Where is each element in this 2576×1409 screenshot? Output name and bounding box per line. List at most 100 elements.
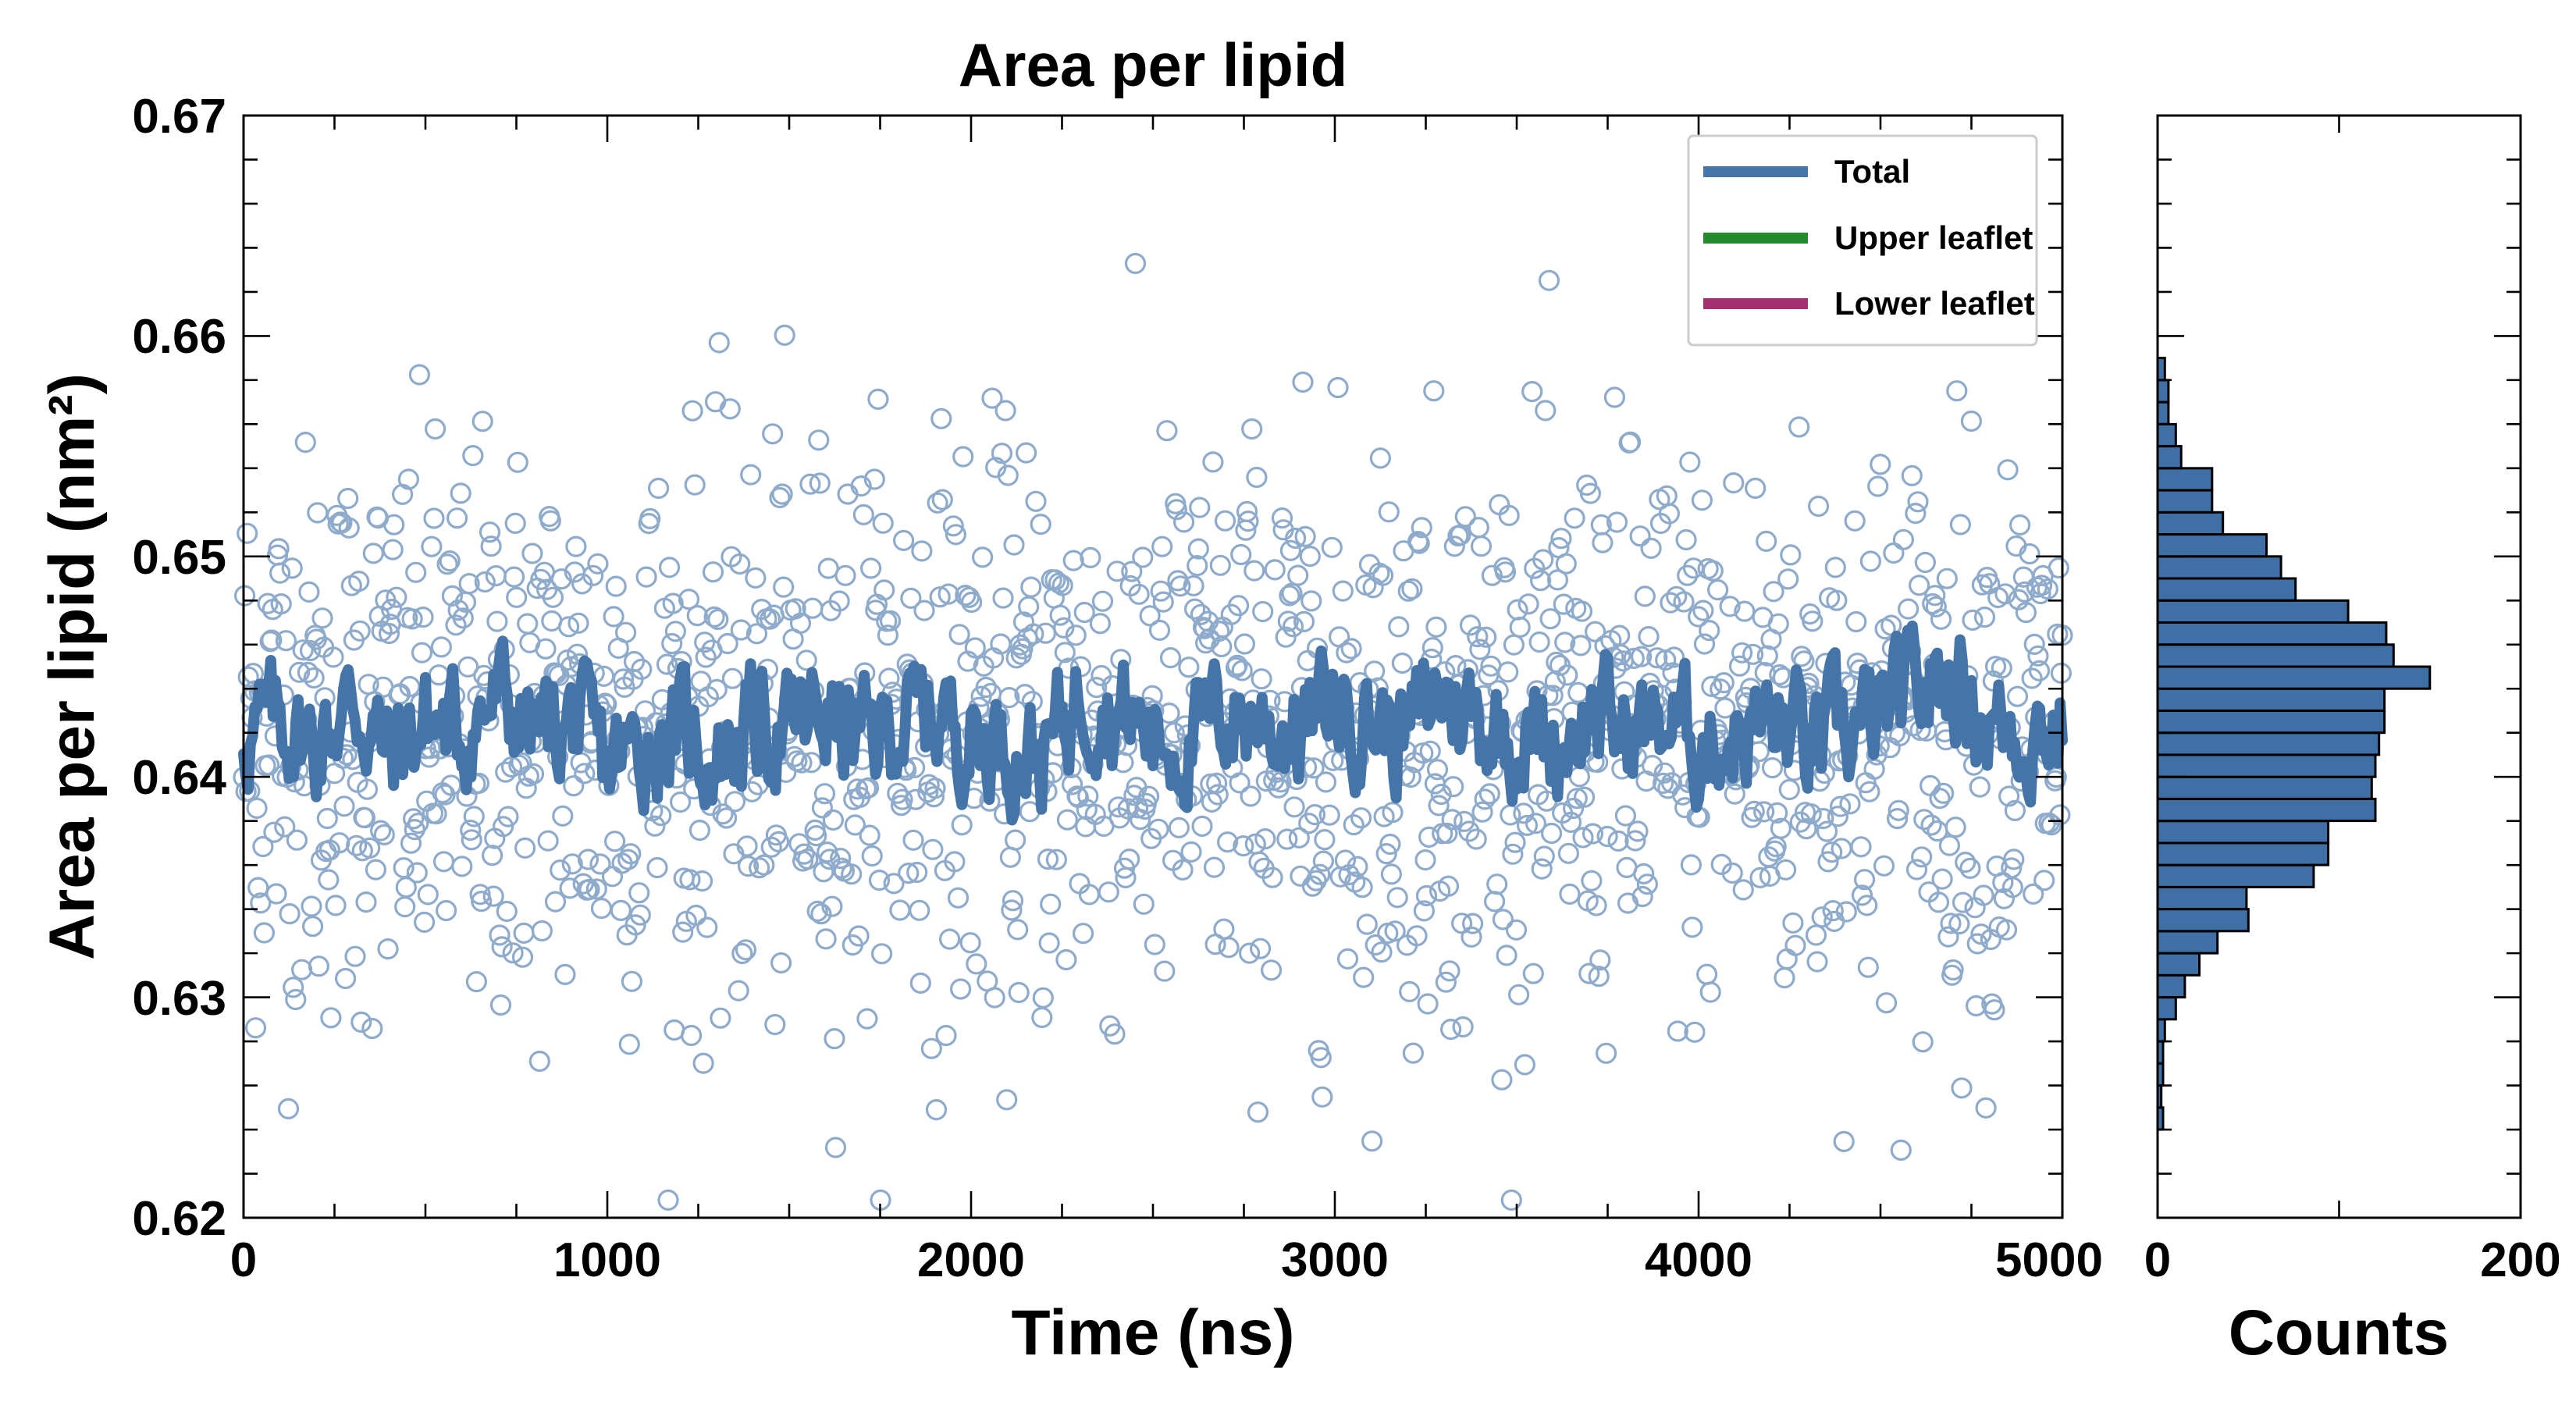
scatter-point (1909, 575, 1930, 596)
scatter-point (945, 524, 967, 546)
scatter-point (365, 859, 386, 881)
scatter-point (1401, 578, 1423, 600)
scatter-point (951, 814, 973, 836)
scatter-point (1745, 477, 1767, 500)
scatter-point (1907, 491, 1929, 513)
scatter-point (1275, 626, 1297, 648)
histogram-bar (2156, 489, 2214, 514)
scatter-point (361, 1017, 383, 1040)
scatter-point (685, 904, 707, 927)
scatter-point (1845, 610, 1867, 633)
scatter-point (1502, 843, 1524, 865)
scatter-point (1008, 981, 1030, 1004)
scatter-point (1187, 538, 1209, 560)
scatter-point (975, 676, 997, 699)
scatter-point (1813, 807, 1834, 830)
scatter-point (1065, 624, 1087, 646)
scatter-point (1428, 795, 1450, 817)
scatter-point (517, 613, 539, 635)
scatter-point (635, 566, 657, 588)
scatter-point (909, 899, 930, 921)
scatter-point (991, 443, 1013, 464)
scatter-point (1073, 601, 1095, 624)
scatter-point (1106, 560, 1128, 582)
scatter-point (861, 845, 883, 867)
scatter-point (303, 667, 325, 689)
scatter-point (1699, 981, 1721, 1003)
y-tick-label: 0.65 (132, 531, 226, 585)
scatter-point (1588, 966, 1610, 987)
scatter-point (574, 763, 596, 785)
scatter-point (891, 788, 913, 810)
scatter-point (1951, 1077, 1973, 1099)
scatter-point (1034, 622, 1057, 644)
scatter-point (1688, 606, 1710, 628)
scatter-point (769, 486, 791, 509)
scatter-point (610, 899, 632, 922)
scatter-point (1724, 783, 1745, 805)
scatter-point (1437, 875, 1460, 897)
scatter-point (1571, 600, 1593, 622)
histogram-bar (2156, 753, 2377, 778)
scatter-point (1870, 454, 1891, 475)
scatter-point (887, 782, 909, 804)
scatter-point (1830, 795, 1852, 817)
scatter-point (1159, 646, 1182, 669)
scatter-point (1969, 776, 1991, 798)
scatter-point (2001, 877, 2023, 898)
scatter-point (1949, 514, 1971, 535)
scatter-point (618, 1034, 640, 1055)
scatter-point (1435, 971, 1457, 993)
scatter-point (489, 994, 512, 1016)
scatter-point (731, 942, 753, 965)
scatter-point (1056, 809, 1079, 831)
scatter-point (1713, 671, 1735, 694)
scatter-point (587, 553, 609, 575)
scatter-point (307, 502, 329, 524)
scatter-point (1163, 722, 1185, 744)
scatter-point (279, 902, 301, 925)
scatter-point (959, 932, 981, 954)
scatter-point (1321, 536, 1343, 558)
scatter-point (753, 854, 775, 876)
scatter-point (269, 562, 291, 584)
scatter-point (504, 512, 526, 535)
scatter-point (927, 492, 948, 514)
scatter-point (1634, 585, 1656, 607)
histogram-x-tick-labels: 0 200 (2144, 1233, 2561, 1287)
scatter-point (1343, 813, 1364, 836)
scatter-point (283, 977, 304, 998)
scatter-point (485, 564, 507, 587)
scatter-point (892, 529, 915, 552)
scatter-point (1417, 993, 1439, 1015)
scatter-point (1478, 783, 1500, 805)
scatter-point (1315, 771, 1337, 793)
scatter-point (658, 557, 681, 578)
scatter-point (938, 583, 959, 605)
scatter-point (322, 646, 344, 668)
scatter-point (952, 446, 974, 468)
scatter-point (1443, 535, 1465, 557)
scatter-point (1557, 842, 1580, 864)
scatter-point (1361, 1130, 1383, 1152)
scatter-point (1509, 616, 1531, 639)
x-tick-label: 0 (230, 1233, 257, 1287)
scatter-point (981, 387, 1003, 409)
scatter-point (603, 606, 624, 628)
scatter-point (1283, 796, 1305, 818)
scatter-point (771, 483, 793, 505)
histogram-bar (2156, 797, 2377, 823)
y-tick-label: 0.62 (132, 1192, 226, 1246)
scatter-point (406, 862, 428, 884)
scatter-point (292, 639, 314, 661)
scatter-point (1183, 598, 1206, 620)
scatter-point (274, 816, 296, 838)
scatter-point (1288, 827, 1310, 849)
scatter-point (931, 489, 953, 511)
scatter-point (539, 510, 561, 532)
legend-box (1687, 134, 2038, 347)
scatter-point (1260, 959, 1283, 981)
scatter-point (2048, 557, 2069, 579)
scatter-point (1805, 924, 1827, 946)
scatter-point (1152, 591, 1174, 613)
